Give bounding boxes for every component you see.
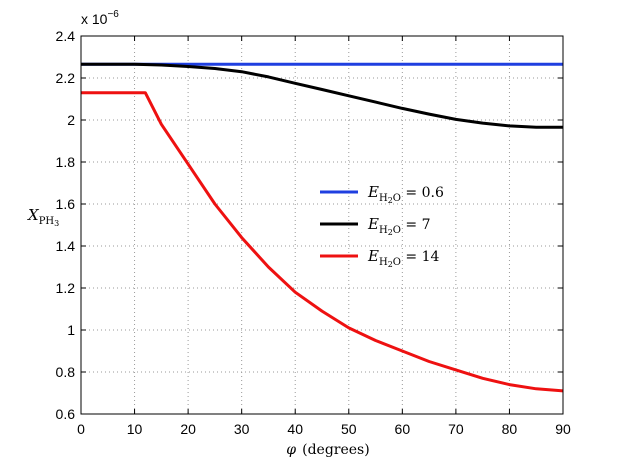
y-tick-label: 0.8 bbox=[56, 364, 76, 380]
y-tick-label: 1.4 bbox=[56, 238, 76, 254]
x-tick-label: 10 bbox=[127, 421, 143, 437]
y-tick-label: 1.8 bbox=[56, 154, 76, 170]
plot-area-frame bbox=[80, 35, 564, 415]
legend-label-2: EH2O = 7 bbox=[367, 215, 431, 237]
y-tick-label: 0.6 bbox=[56, 406, 76, 422]
legend-label-1: EH2O = 0.6 bbox=[367, 183, 444, 205]
x-tick-label: 90 bbox=[555, 421, 571, 437]
series-line-2 bbox=[81, 62, 563, 129]
x-tick-label: 50 bbox=[341, 421, 357, 437]
x-tick-label: 60 bbox=[395, 421, 411, 437]
series-layer bbox=[81, 62, 564, 393]
y-tick-label: 2.4 bbox=[56, 28, 76, 44]
x-tick-label: 30 bbox=[234, 421, 250, 437]
y-tick-label: 1 bbox=[67, 322, 75, 338]
y-tick-label: 1.6 bbox=[56, 196, 76, 212]
grid-lines bbox=[81, 36, 563, 414]
x-tick-label: 20 bbox=[180, 421, 196, 437]
series-line-3 bbox=[81, 91, 564, 393]
x-tick-label: 40 bbox=[287, 421, 303, 437]
y-axis-label: XPH3 bbox=[27, 206, 59, 228]
x-tick-label: 80 bbox=[502, 421, 518, 437]
y-tick-label: 2 bbox=[67, 112, 75, 128]
y-tick-label: 2.2 bbox=[56, 70, 76, 86]
y-tick-label: 1.2 bbox=[56, 280, 76, 296]
axis-ticks: 0 10 20 30 40 50 60 70 80 90 0.6 0.8 1 1.2 1.4 1.6 1.8 2 2… bbox=[56, 28, 571, 437]
legend: EH2O = 0.6 EH2O = 7 EH2O = 14 bbox=[320, 183, 444, 269]
legend-label-3: EH2O = 14 bbox=[367, 247, 440, 269]
x-tick-label: 0 bbox=[77, 421, 85, 437]
x-axis-label: φ (degrees) bbox=[286, 442, 369, 458]
x-tick-label: 70 bbox=[448, 421, 464, 437]
y-axis-exponent: x 10−6 bbox=[81, 9, 119, 27]
